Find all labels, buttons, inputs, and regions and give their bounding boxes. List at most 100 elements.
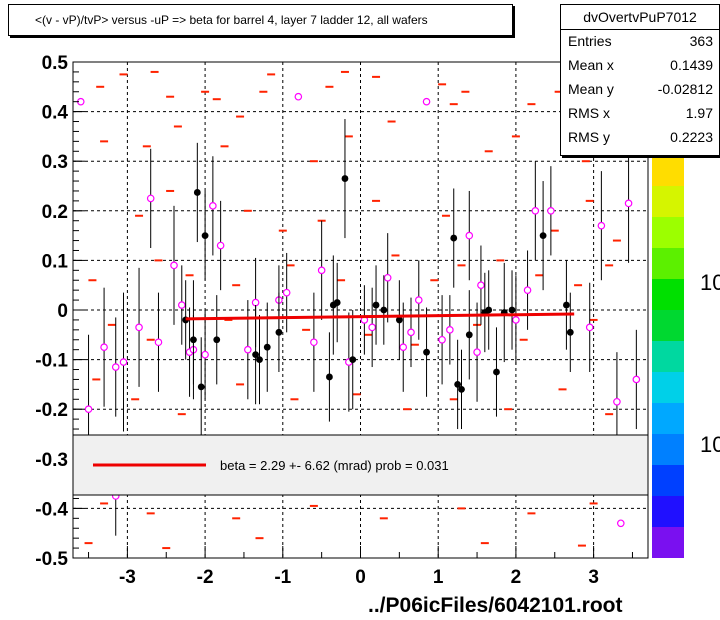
- plot-title-box: <(v - vP)/tvP> versus -uP => beta for ba…: [8, 4, 513, 36]
- y-tick-label: 0.2: [42, 202, 68, 223]
- open-point: [523, 286, 532, 294]
- filled-point: [485, 306, 493, 314]
- open-point: [624, 199, 633, 208]
- filled-point: [193, 189, 201, 196]
- open-point: [135, 323, 143, 332]
- filled-point: [450, 234, 458, 242]
- open-point: [216, 241, 225, 250]
- stats-value: -0.02812: [657, 81, 713, 97]
- stats-row: Entries 363: [561, 30, 719, 54]
- open-point: [111, 363, 120, 371]
- filled-point: [349, 356, 357, 363]
- stats-label: Mean x: [568, 57, 614, 73]
- open-point: [383, 273, 392, 282]
- filled-point: [380, 306, 388, 314]
- open-point: [531, 207, 540, 215]
- stats-label: Entries: [568, 33, 612, 49]
- open-point: [585, 323, 594, 332]
- stats-label: Mean y: [568, 81, 614, 97]
- x-tick-label: 1: [433, 567, 444, 588]
- open-point: [465, 231, 474, 240]
- stats-box: dvOvertvPuP7012 Entries 363 Mean x 0.1439 …: [560, 4, 720, 156]
- x-tick-label: -1: [274, 567, 291, 588]
- open-point: [317, 266, 326, 275]
- fit-line: [185, 312, 575, 321]
- stats-value: 1.97: [685, 105, 713, 121]
- open-point: [414, 296, 423, 304]
- y-tick-label: -0.1: [35, 351, 68, 372]
- filled-point: [508, 306, 516, 314]
- open-point: [399, 343, 408, 352]
- fit-line-segment: [185, 312, 575, 321]
- open-point: [119, 358, 128, 366]
- stats-row: RMS x 1.97: [561, 102, 719, 126]
- filled-point: [458, 385, 465, 393]
- open-point: [547, 207, 555, 215]
- open-point: [477, 281, 485, 290]
- filled-point: [372, 301, 380, 309]
- x-tick-label: 2: [511, 567, 522, 588]
- y-tick-label: 0: [57, 301, 68, 322]
- stats-value: 0.2223: [670, 129, 713, 145]
- histogram-marks: [84, 70, 621, 550]
- open-point: [617, 519, 625, 528]
- stats-row: Mean y -0.02812: [561, 78, 719, 102]
- filled-point: [201, 232, 209, 240]
- open-point: [613, 397, 621, 406]
- open-point: [177, 301, 186, 309]
- y-tick-label: 0.1: [42, 251, 69, 272]
- filled-point: [423, 348, 430, 356]
- y-tick-label: 0.3: [42, 152, 68, 173]
- fit-legend: beta = 2.29 +- 6.62 (mrad) prob = 0.031: [72, 434, 649, 496]
- stats-name: dvOvertvPuP7012: [561, 5, 719, 30]
- filled-point: [493, 368, 500, 376]
- open-point: [209, 202, 217, 210]
- filled-point: [263, 343, 271, 351]
- filled-point: [256, 356, 263, 363]
- open-point: [154, 338, 163, 347]
- open-point: [512, 316, 520, 324]
- filled-point: [333, 299, 341, 306]
- filled-point: [395, 316, 403, 324]
- open-point: [438, 335, 446, 344]
- stats-label: RMS y: [568, 129, 610, 145]
- filled-point: [539, 232, 547, 240]
- filled-point: [275, 328, 283, 336]
- filled-point: [252, 351, 260, 359]
- open-point: [407, 328, 415, 337]
- open-point: [244, 345, 252, 354]
- x-tick-label: 0: [355, 567, 366, 588]
- y-tick-label: -0.4: [35, 499, 68, 520]
- x-tick-label: -2: [197, 567, 214, 588]
- stats-value: 0.1439: [670, 57, 713, 73]
- open-point: [473, 348, 481, 356]
- stats-value: 363: [689, 33, 713, 49]
- open-point: [294, 92, 303, 101]
- palette-label-upper: 10: [700, 270, 720, 295]
- palette-label-lower: 10: [700, 432, 720, 457]
- stats-row: Mean x 0.1439: [561, 54, 719, 78]
- open-point: [282, 288, 291, 297]
- open-point: [446, 326, 454, 334]
- stats-row: RMS y 0.2223: [561, 126, 719, 150]
- filled-point: [341, 175, 349, 182]
- stats-label: RMS x: [568, 105, 610, 121]
- filled-point: [563, 301, 570, 309]
- x-tick-label: 3: [588, 567, 599, 588]
- open-point: [84, 405, 93, 414]
- filled-point: [326, 373, 333, 381]
- legend-fit-label: beta = 2.29 +- 6.62 (mrad) prob = 0.031: [220, 458, 449, 473]
- y-tick-label: 0.4: [42, 103, 69, 124]
- filled-point: [465, 331, 473, 339]
- y-tick-label: -0.2: [35, 400, 68, 421]
- filled-point: [197, 383, 205, 391]
- filled-point: [454, 381, 462, 388]
- open-point: [100, 343, 108, 352]
- plot-title: <(v - vP)/tvP> versus -uP => beta for ba…: [35, 13, 428, 27]
- open-point: [597, 221, 606, 230]
- filled-point: [566, 328, 574, 336]
- open-point: [251, 298, 260, 307]
- y-tick-label: -0.5: [35, 549, 68, 570]
- filled-point: [190, 336, 197, 344]
